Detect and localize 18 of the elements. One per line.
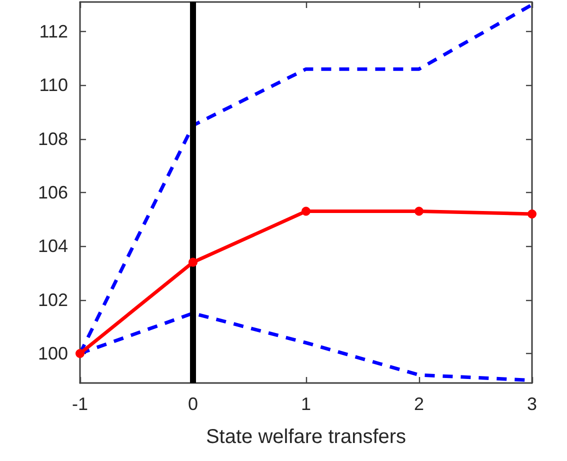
y-tick-label: 100 — [38, 343, 68, 364]
y-tick-label: 102 — [38, 290, 68, 310]
y-tick-label: 112 — [39, 22, 68, 42]
x-tick-label: 0 — [188, 394, 198, 414]
point — [188, 258, 198, 267]
x-tick-label: 1 — [300, 394, 312, 414]
point — [414, 206, 424, 216]
point — [302, 206, 310, 216]
x-tick-label: 3 — [526, 394, 538, 414]
y-tick-label: 106 — [38, 182, 68, 202]
point — [76, 348, 84, 358]
y-tick-label: 110 — [39, 75, 68, 96]
x-tick-label: 2 — [414, 394, 424, 414]
x-axis-title: State welfare transfers — [206, 426, 406, 448]
x-tick-label: -1 — [72, 394, 88, 414]
point — [528, 209, 536, 218]
y-tick-label: 104 — [38, 236, 68, 256]
y-tick-label: 108 — [38, 128, 68, 149]
